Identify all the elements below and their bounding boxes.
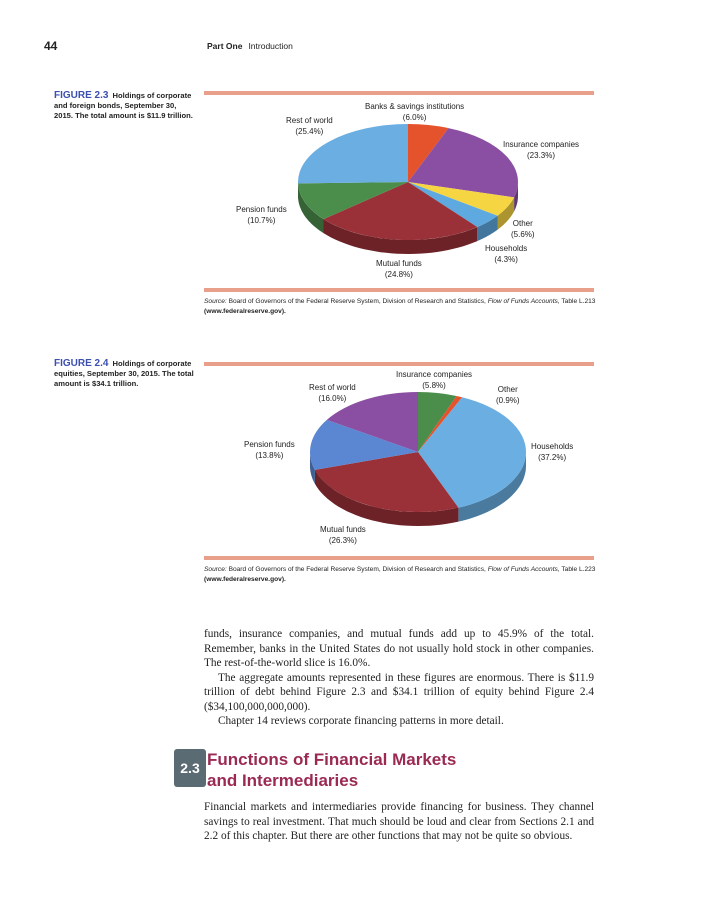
pie-slice-side: [497, 197, 515, 230]
pie-slice-side: [323, 219, 478, 254]
running-header: Part One Introduction: [207, 41, 293, 51]
pie-slice-side: [514, 182, 518, 212]
figure-rule: [204, 556, 594, 560]
figure-source: Source: Board of Governors of the Federa…: [204, 298, 596, 315]
pie-slice-banks-savings-institutions: [408, 124, 449, 182]
data-label: Insurance companies (23.3%): [503, 140, 580, 160]
pie-slice-mutual-funds: [314, 452, 459, 512]
pie-slice-side: [310, 452, 315, 484]
pie-slice-pension-funds: [309, 419, 418, 470]
caption-text: Holdings of corporate and foreign bonds,…: [54, 91, 193, 120]
page-number: 44: [44, 39, 58, 53]
data-label: Households (4.3%): [485, 244, 528, 264]
figure-2-3-caption: FIGURE 2.3 Holdings of corporate and fore…: [54, 91, 194, 121]
paragraph: The aggregate amounts represented in the…: [204, 671, 594, 713]
figure-rule: [204, 362, 594, 366]
figure-label: FIGURE 2.4: [54, 358, 109, 369]
data-label: Pension funds (10.7%): [236, 205, 287, 225]
data-label: Pension funds (13.8%): [244, 440, 295, 460]
pie-slice-side: [458, 452, 526, 522]
body-text: funds, insurance companies, and mutual f…: [204, 627, 594, 729]
part-label: Part One: [207, 41, 243, 51]
data-label: Mutual funds (26.3%): [320, 525, 366, 545]
pie-slice-pension-funds: [298, 182, 408, 220]
data-label: Other (5.6%): [511, 219, 535, 239]
pie-slice-other: [418, 395, 463, 452]
section-label: Introduction: [248, 41, 293, 51]
pie-slice-mutual-funds: [323, 182, 478, 240]
pie-slice-rest-of-world: [326, 392, 418, 452]
pie-slice-insurance-companies: [418, 392, 457, 452]
data-label: Banks & savings institutions (6.0%): [365, 102, 465, 122]
figure-2-4-caption: FIGURE 2.4 Holdings of corporate equities…: [54, 359, 194, 389]
caption-text: Holdings of corporate equities, Septembe…: [54, 359, 194, 388]
figure-label: FIGURE 2.3: [54, 90, 109, 101]
section-heading: Functions of Financial Markets and Interm…: [207, 750, 457, 790]
figure-source: Source: Board of Governors of the Federa…: [204, 566, 596, 583]
pie-slice-side: [298, 183, 324, 234]
body-text: Financial markets and intermediaries pro…: [204, 800, 594, 844]
figure-rule: [204, 91, 594, 95]
data-label: Rest of world (25.4%): [286, 116, 333, 136]
pie-slice-households: [418, 397, 527, 508]
pie-slice-other: [408, 182, 515, 216]
figure-rule: [204, 288, 594, 292]
paragraph: funds, insurance companies, and mutual f…: [204, 628, 594, 669]
pie-slice-side: [314, 469, 459, 526]
paragraph: Chapter 14 reviews corporate financing p…: [218, 715, 504, 727]
data-label: Households (37.2%): [531, 442, 574, 462]
data-label: Rest of world (16.0%): [309, 383, 356, 403]
section-number-badge: 2.3: [174, 749, 206, 787]
pie-slice-rest-of-world: [298, 124, 408, 184]
paragraph: Financial markets and intermediaries pro…: [204, 801, 594, 842]
pie-slice-households: [408, 182, 498, 228]
data-label: Insurance companies (5.8%): [396, 370, 473, 390]
pie-slice-side: [477, 215, 498, 242]
pie-slice-insurance-companies: [408, 128, 518, 198]
data-label: Mutual funds (24.8%): [376, 259, 422, 279]
data-label: Other (0.9%): [496, 385, 520, 405]
